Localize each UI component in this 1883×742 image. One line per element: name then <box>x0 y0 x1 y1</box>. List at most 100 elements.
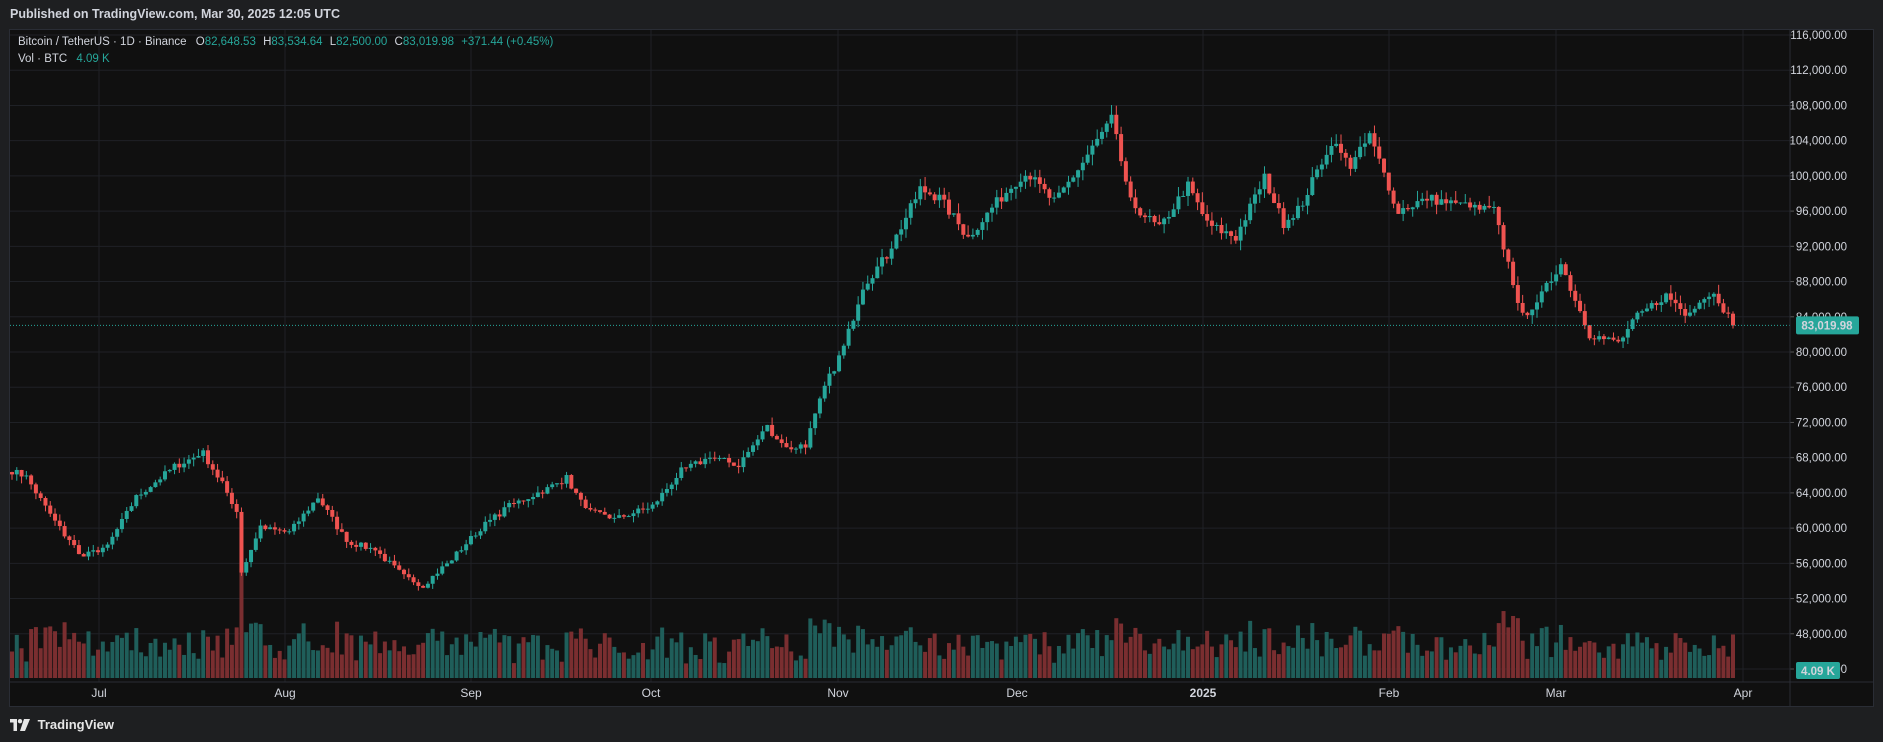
volume-bar <box>1066 634 1071 678</box>
candle-body <box>1515 285 1520 303</box>
volume-bar <box>1119 623 1124 678</box>
volume-bar <box>1716 648 1721 678</box>
volume-bar <box>554 650 559 678</box>
candle-body <box>712 457 717 459</box>
price-tick-label: 112,000.00 <box>1790 65 1847 77</box>
volume-bar <box>774 646 779 678</box>
candle-body <box>29 475 34 485</box>
chart-frame[interactable] <box>9 29 1874 707</box>
candle-body <box>1023 175 1028 182</box>
candle-body <box>1401 208 1406 214</box>
volume-bar <box>268 644 273 678</box>
volume-bar <box>641 642 646 678</box>
volume-bar <box>746 645 751 678</box>
candle-body <box>999 197 1004 202</box>
candle-body <box>860 289 865 305</box>
volume-bar <box>387 650 392 678</box>
candle-body <box>650 504 655 509</box>
volume-bar <box>344 633 349 678</box>
volume-bar <box>191 653 196 678</box>
volume-bar <box>488 634 493 678</box>
candle-body <box>358 542 363 547</box>
candle-body <box>1128 181 1133 198</box>
volume-value: 4.09 K <box>76 53 110 65</box>
volume-bar <box>435 640 440 678</box>
volume-bar <box>33 627 38 678</box>
candle-body <box>564 475 569 484</box>
candle-body <box>669 484 674 489</box>
candle-body <box>942 194 947 200</box>
volume-bar <box>1009 645 1014 678</box>
candle-body <box>488 519 493 522</box>
volume-bar <box>1434 637 1439 678</box>
time-axis[interactable]: Jul Aug Sep Oct Nov Dec 2025 Feb Mar Apr <box>9 681 1874 700</box>
volume-bar <box>932 633 937 678</box>
candle-body <box>1171 209 1176 217</box>
volume-bar <box>1520 640 1525 678</box>
candle-body <box>870 278 875 284</box>
candle-body <box>903 217 908 230</box>
candle-body <box>1472 204 1477 208</box>
volume-bar <box>545 645 550 678</box>
candle-body <box>1205 214 1210 221</box>
time-tick-label: Aug <box>274 686 295 700</box>
symbol-label[interactable]: Bitcoin / TetherUS · 1D · Binance <box>18 36 187 48</box>
volume-bar <box>1229 640 1234 678</box>
volume-bar <box>880 636 885 678</box>
volume-bar <box>707 641 712 678</box>
candle-body <box>406 574 411 578</box>
candle-body <box>698 461 703 465</box>
candle-body <box>817 398 822 414</box>
candle-body <box>162 471 167 480</box>
volume-bar <box>1611 643 1616 678</box>
candle-body <box>277 529 282 531</box>
volume-bar <box>464 634 469 678</box>
candle-body <box>1621 337 1626 342</box>
candle-body <box>990 207 995 213</box>
candle-body <box>511 503 516 505</box>
candle-body <box>335 516 340 530</box>
volume-bar <box>511 663 516 678</box>
candle-body <box>770 424 775 436</box>
volume-bar <box>1214 657 1219 678</box>
volume-bar <box>210 650 215 678</box>
volume-bar <box>1463 639 1468 678</box>
volume-bar <box>631 655 636 678</box>
candle-body <box>19 469 24 477</box>
candle-body <box>320 498 325 506</box>
volume-bar <box>378 653 383 678</box>
price-axis[interactable]: 116,000.00 112,000.00 108,000.00 104,000.00… <box>1789 29 1847 707</box>
candle-body <box>1219 224 1224 234</box>
candle-body <box>325 505 330 510</box>
candle-body <box>339 529 344 532</box>
candle-body <box>287 531 292 533</box>
volume-bar <box>1324 631 1329 678</box>
candle-body <box>1425 198 1430 201</box>
volume-label[interactable]: Vol · BTC <box>18 53 68 65</box>
change-value: +371.44 (+0.45%) <box>461 36 554 48</box>
candle-body <box>693 461 698 464</box>
volume-bar <box>91 655 96 678</box>
volume-bar <box>105 651 110 678</box>
candle-body <box>970 234 975 237</box>
volume-bar <box>1597 652 1602 678</box>
volume-bar <box>837 626 842 678</box>
candle-body <box>1382 158 1387 173</box>
candle-body <box>1625 329 1630 338</box>
volume-bar <box>894 636 899 678</box>
volume-bar <box>1616 658 1621 678</box>
footer-brand[interactable]: TradingView <box>10 716 114 734</box>
candle-body <box>1233 235 1238 241</box>
candle-body <box>1525 312 1530 316</box>
candle-body <box>1491 206 1496 208</box>
volume-bar <box>72 632 77 678</box>
candle-body <box>559 483 564 485</box>
volume-bar <box>349 635 354 678</box>
volume-bar <box>598 643 603 678</box>
candle-body <box>846 328 851 346</box>
candle-body <box>1071 177 1076 182</box>
candle-body <box>1310 177 1315 195</box>
candle-body <box>292 523 297 532</box>
volume-bar <box>234 627 239 678</box>
